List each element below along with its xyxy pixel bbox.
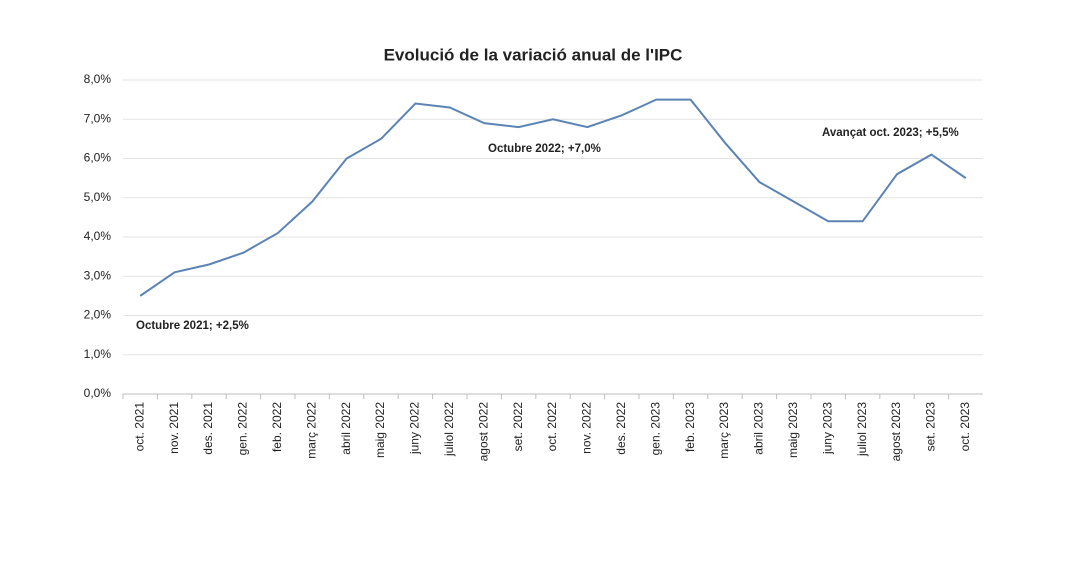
x-tick-label: juliol 2022 [442,402,456,457]
y-tick-label: 6,0% [84,151,112,165]
x-tick-label: juny 2022 [408,402,422,455]
x-tick-label: juny 2023 [820,402,834,455]
x-tick-label: oct. 2021 [132,402,146,452]
x-tick-label: març 2022 [304,402,318,459]
annotation: Octubre 2022; +7,0% [488,143,601,155]
x-tick-label: agost 2022 [476,402,490,462]
annotation: Octubre 2021; +2,5% [136,320,249,332]
y-tick-label: 1,0% [84,347,112,361]
x-tick-label: març 2023 [717,402,731,459]
x-tick-label: abril 2023 [752,402,766,455]
y-tick-label: 7,0% [84,111,112,125]
y-tick-label: 4,0% [84,229,112,243]
y-tick-label: 8,0% [84,72,112,86]
x-tick-label: agost 2023 [889,402,903,462]
line [139,98,967,297]
x-tick-label: nov. 2022 [580,402,594,454]
x-tick-label: abril 2022 [339,402,353,455]
x-tick-label: feb. 2023 [683,402,697,452]
x-tick-label: juliol 2023 [855,402,869,457]
x-tick-label: des. 2021 [201,402,215,455]
y-tick-label: 2,0% [84,308,112,322]
x-tick-label: feb. 2022 [270,402,284,452]
chart-title: Evolució de la variació anual de l'IPC [384,45,683,64]
x-tick-label: des. 2022 [614,402,628,455]
annotation: Avançat oct. 2023; +5,5% [822,127,959,139]
x-tick-label: set. 2023 [924,402,938,452]
y-tick-label: 0,0% [84,386,112,400]
y-tick-label: 5,0% [84,190,112,204]
x-tick-label: maig 2022 [373,402,387,458]
x-tick-label: gen. 2023 [648,402,662,456]
x-tick-label: oct. 2023 [958,402,972,452]
y-tick-label: 3,0% [84,268,112,282]
x-tick-label: maig 2023 [786,402,800,458]
x-tick-label: nov. 2021 [167,402,181,454]
x-tick-label: gen. 2022 [236,402,250,456]
x-tick-label: oct. 2022 [545,402,559,452]
x-tick-label: set. 2022 [511,402,525,452]
